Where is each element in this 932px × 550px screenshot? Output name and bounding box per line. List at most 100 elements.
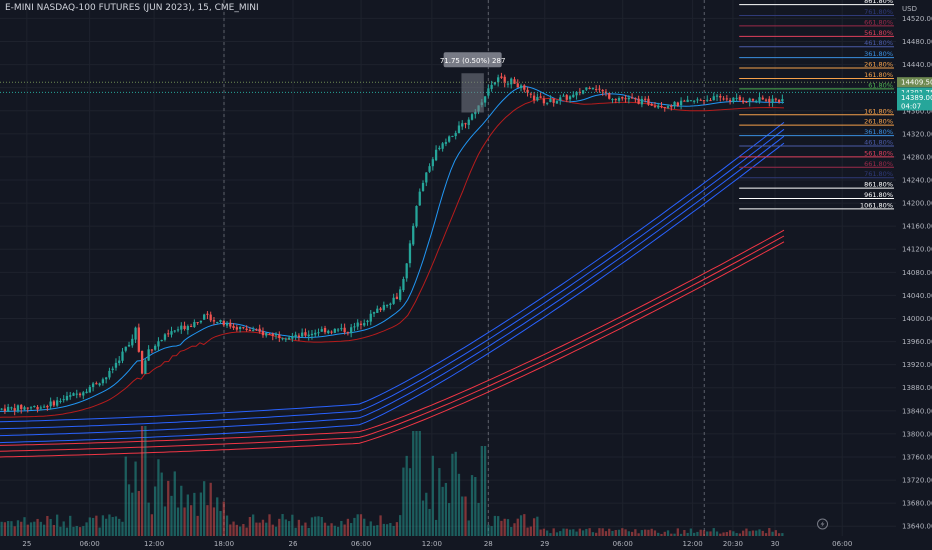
price-tick: 14040.00: [902, 292, 932, 300]
volume-bar: [425, 492, 428, 536]
volume-bars: [0, 426, 784, 536]
fast-ma-red: [0, 97, 785, 418]
candle-body: [261, 331, 265, 336]
volume-bar: [657, 532, 660, 536]
candle-body: [434, 149, 438, 161]
price-tick: 13760.00: [902, 453, 932, 461]
volume-bar: [212, 507, 216, 536]
candle-body: [85, 391, 88, 394]
candle-body: [196, 322, 199, 324]
volume-bar: [666, 530, 670, 536]
candle-body: [183, 325, 186, 330]
fib-label: 761.80%: [864, 8, 893, 16]
volume-bar: [474, 477, 477, 536]
candle-body: [330, 331, 333, 333]
candle-body: [268, 333, 271, 335]
volume-bar: [755, 530, 758, 536]
lightning-icon[interactable]: [817, 518, 829, 530]
candle-body: [95, 383, 98, 385]
candle-body: [755, 100, 758, 102]
volume-bar: [777, 533, 781, 536]
volume-bar: [441, 486, 444, 536]
candle-body: [216, 321, 219, 323]
candle-body: [69, 395, 72, 397]
volume-bar: [578, 528, 581, 536]
candle-body: [392, 297, 395, 304]
candle-body: [336, 329, 340, 331]
volume-bar: [673, 533, 676, 536]
volume-bar: [748, 531, 751, 536]
candle-body: [137, 327, 140, 352]
volume-bar: [111, 516, 114, 536]
volume-bar: [69, 515, 72, 536]
volume-bar: [601, 528, 604, 536]
volume-bar: [399, 515, 402, 536]
volume-bar: [163, 506, 167, 536]
candle-body: [650, 103, 653, 106]
candle-body: [536, 96, 539, 101]
volume-bar: [454, 451, 457, 536]
candle-body: [399, 289, 402, 300]
candle-body: [385, 305, 389, 307]
candle-body: [490, 84, 493, 89]
candle-body: [523, 85, 526, 90]
candle-body: [42, 406, 46, 408]
candle-body: [3, 408, 7, 412]
candle-body: [709, 100, 712, 102]
price-label: 14409.50: [901, 79, 932, 87]
volume-bar: [238, 526, 242, 536]
volume-bar: [467, 520, 470, 536]
volume-bar: [268, 514, 271, 536]
candle-body: [611, 99, 614, 101]
volume-bar: [108, 514, 111, 536]
volume-bar: [82, 526, 85, 536]
volume-bar: [679, 533, 683, 536]
candle-body: [212, 320, 216, 322]
volume-bar: [369, 521, 372, 536]
candle-body: [425, 172, 428, 183]
candle-body: [470, 114, 474, 120]
volume-bar: [189, 505, 193, 536]
candle-body: [568, 96, 572, 100]
candle-body: [663, 107, 666, 109]
candle-body: [281, 338, 284, 340]
candle-body: [516, 83, 519, 88]
candle-body: [637, 98, 640, 104]
candle-body: [98, 383, 101, 386]
volume-bar: [562, 528, 565, 536]
candle-body: [353, 326, 356, 328]
candle-body: [265, 332, 268, 336]
volume-bar: [353, 517, 356, 536]
red-ma-ribbon: [0, 229, 785, 458]
volume-bar: [457, 473, 461, 536]
candle-body: [428, 166, 431, 172]
volume-bar: [137, 490, 140, 536]
candle-body: [206, 313, 209, 315]
volume-bar: [33, 521, 36, 536]
volume-bar: [23, 517, 26, 536]
measure-label-bg: [443, 52, 502, 68]
volume-bar: [366, 526, 369, 536]
volume-bar: [16, 520, 20, 536]
candle-body: [105, 377, 108, 380]
volume-bar: [696, 531, 699, 536]
candle-body: [150, 349, 154, 351]
candle-body: [758, 97, 761, 102]
candle-body: [154, 345, 157, 350]
volume-bar: [774, 530, 777, 536]
volume-bar: [114, 516, 118, 536]
candle-body: [647, 98, 650, 105]
candle-body: [323, 328, 327, 333]
volume-bar: [301, 525, 304, 536]
time-tick: 18:00: [214, 540, 234, 548]
candle-body: [238, 327, 242, 329]
volume-bar: [709, 531, 712, 536]
candle-body: [307, 334, 310, 337]
volume-bar: [519, 515, 523, 536]
volume-bar: [627, 531, 630, 536]
candle-body: [552, 98, 555, 103]
volume-bar: [356, 514, 359, 536]
volume-bar: [323, 522, 327, 536]
candle-body: [719, 96, 722, 98]
